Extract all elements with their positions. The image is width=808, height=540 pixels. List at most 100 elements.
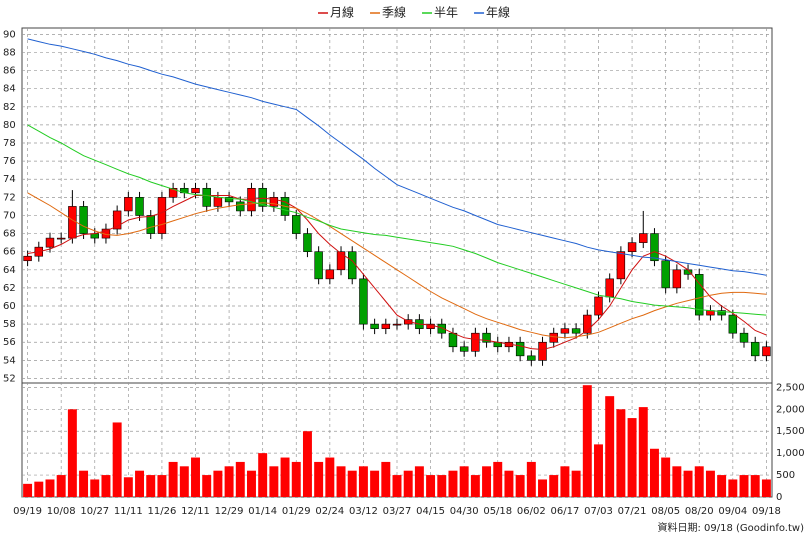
volume-bar [56,475,66,497]
y-tick-label: 58 [3,319,16,330]
volume-bar [336,466,346,497]
volume-bar [426,475,436,497]
candle-body [627,242,637,252]
volume-bar [459,466,469,497]
candle-body [292,215,301,234]
y-tick-label: 66 [3,247,16,258]
volume-bar [392,475,402,497]
volume-bar [672,466,682,497]
volume-bar [90,479,100,497]
candle-body [549,332,558,343]
volume-bar [291,461,301,497]
y-tick-label: 52 [3,373,16,384]
y-tick-label: 54 [3,355,16,366]
y-tick-label: 86 [3,66,16,77]
volume-bar [493,461,503,497]
x-tick-label: 02/24 [315,506,344,517]
volume-bar [594,444,603,497]
y-tick-label: 60 [3,301,16,312]
volume-bar [761,479,771,497]
volume-bar [661,457,671,497]
x-tick-label: 08/20 [685,506,714,517]
volume-bar [705,470,715,497]
x-tick-label: 12/11 [181,506,210,517]
y-tick-label: 76 [3,156,16,167]
volume-bar [79,470,89,497]
volume-bar [370,470,380,497]
volume-bar [179,466,189,497]
y-tick-label: 74 [3,174,16,185]
volume-bar [616,409,626,497]
x-tick-label: 10/27 [80,506,109,517]
candle-body [762,346,771,357]
volume-bar [549,475,559,497]
volume-bar [437,475,447,497]
volume-bar [717,475,727,497]
volume-bar [168,461,178,497]
volume-bar [739,475,749,497]
candle-body [359,278,368,325]
moving-average-line [27,195,767,351]
candle-body [303,233,312,252]
x-tick-label: 07/03 [584,506,613,517]
candle-body [571,328,581,334]
candle-body [695,274,704,316]
candle-body [213,197,223,207]
y-tick-label: 72 [3,192,16,203]
candle-body [661,260,670,289]
x-tick-label: 09/19 [13,506,42,517]
candle-body [124,197,133,212]
y-tick-label: 70 [3,210,16,221]
candle-body [56,237,66,240]
candle-body [728,314,738,334]
volume-bar [750,475,760,497]
y-tick-label: 64 [3,265,16,276]
y-tick-label: 78 [3,138,16,149]
candle-body [23,255,32,262]
volume-bar [34,481,44,497]
volume-bar [157,475,167,497]
candle-body [639,233,648,243]
candle-body [68,206,77,239]
candle-body [750,341,760,357]
y-tick-label: 62 [3,283,16,294]
x-tick-label: 06/02 [517,506,546,517]
candle-body [594,296,603,316]
volume-bar [302,431,312,497]
x-tick-label: 10/08 [47,506,76,517]
x-tick-label: 12/29 [215,506,244,517]
volume-bar [638,407,648,497]
candle-body [348,251,357,280]
volume-bar [280,457,290,497]
candle-body [314,251,323,280]
candle-body [459,346,469,352]
y-tick-label: 84 [3,84,16,95]
y2-tick-label: 1,500 [776,426,805,437]
volume-bar [560,466,570,497]
volume-bar [649,448,659,497]
x-tick-label: 01/14 [248,506,277,517]
candle-body [437,323,446,334]
moving-average-line [27,192,767,339]
candle-body [168,187,178,198]
volume-bar [45,479,55,497]
candle-body [482,332,491,343]
y2-tick-label: 0 [776,492,782,503]
volume-bar [67,409,77,497]
candle-body [336,251,346,271]
volume-bar [135,470,145,497]
x-tick-label: 05/18 [483,506,512,517]
volume-bar [123,477,133,497]
candle-body [583,314,592,334]
candle-body [224,197,234,203]
volume-bar [112,422,122,497]
volume-bar [414,466,424,497]
volume-bar [470,475,480,497]
candle-body [739,332,749,343]
x-tick-label: 09/18 [752,506,781,517]
y2-tick-label: 1,000 [776,448,805,459]
x-tick-label: 11/26 [148,506,177,517]
candle-body [717,310,726,316]
volume-bar [325,457,335,497]
volume-bar [202,475,212,497]
